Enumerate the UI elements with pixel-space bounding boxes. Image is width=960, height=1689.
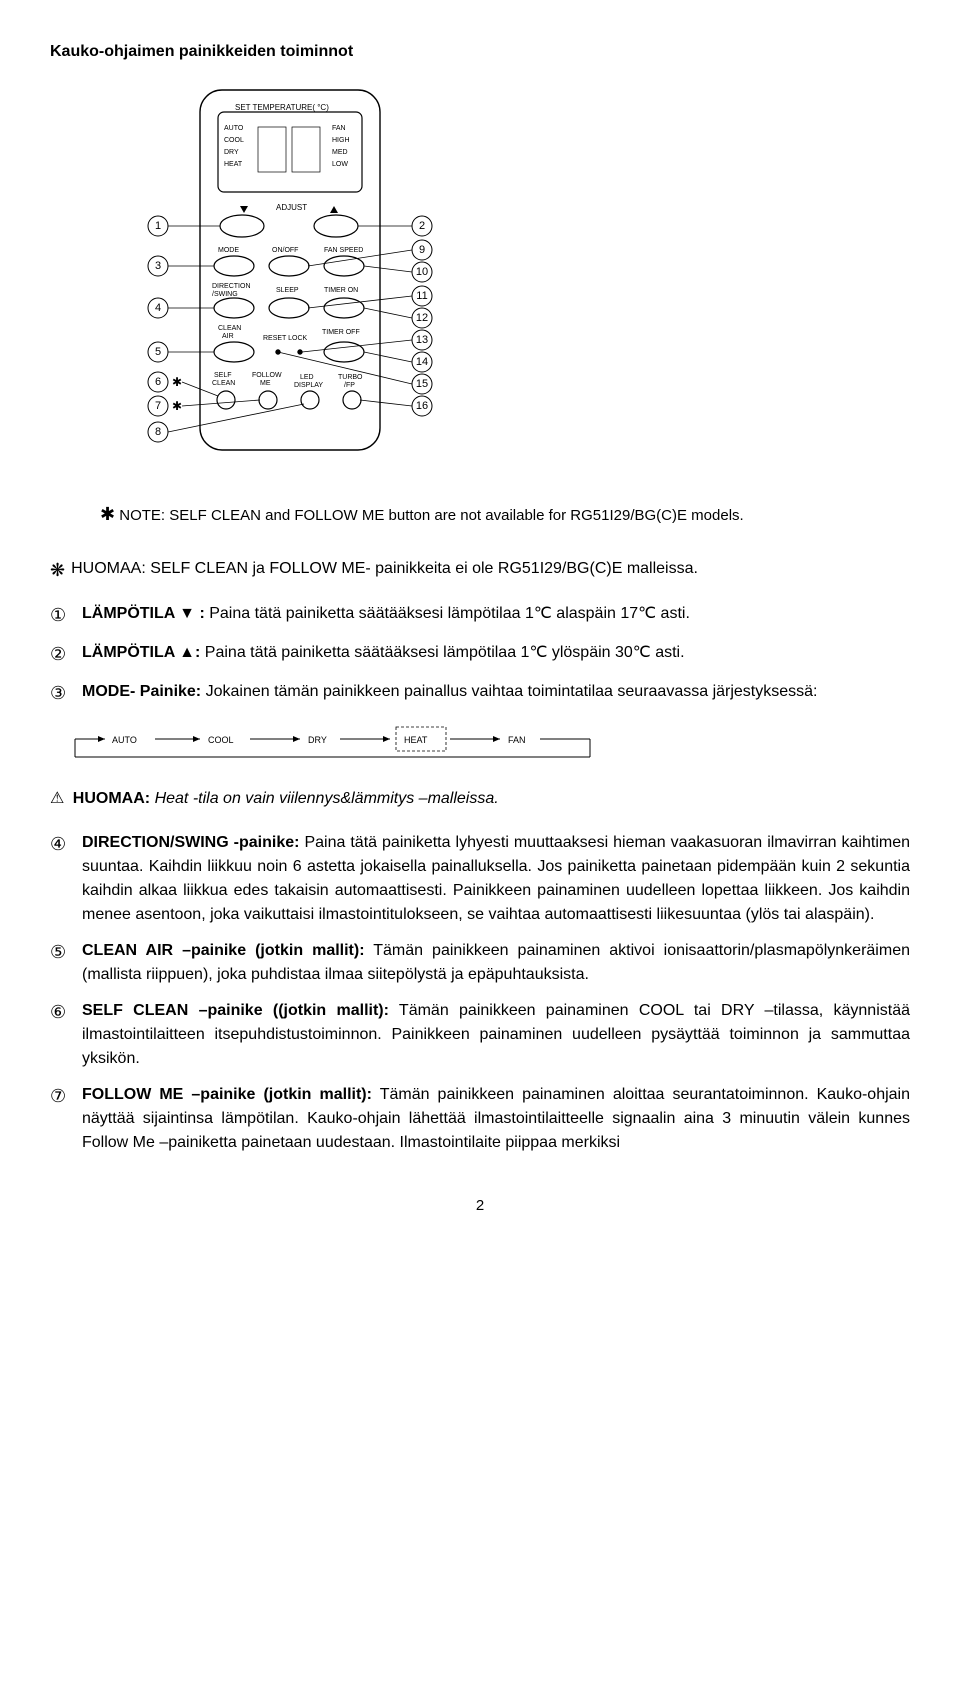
svg-text:COOL: COOL (224, 137, 244, 144)
remote-english-note: ✱ NOTE: SELF CLEAN and FOLLOW ME button … (100, 502, 910, 527)
svg-text:TIMER OFF: TIMER OFF (322, 329, 360, 336)
page-title: Kauko-ohjaimen painikkeiden toiminnot (50, 40, 910, 64)
svg-text:ME: ME (260, 380, 271, 387)
svg-text:AUTO: AUTO (224, 125, 244, 132)
svg-text:15: 15 (416, 378, 428, 390)
svg-text:SLEEP: SLEEP (276, 287, 299, 294)
screen-header-label: SET TEMPERATURE( °C) (235, 103, 329, 112)
svg-text:10: 10 (416, 266, 428, 278)
svg-text:8: 8 (155, 426, 161, 438)
svg-text:DIRECTION: DIRECTION (212, 283, 251, 290)
svg-text:LOW: LOW (332, 161, 348, 168)
svg-text:FAN: FAN (508, 735, 526, 745)
svg-text:14: 14 (416, 356, 428, 368)
svg-text:✱: ✱ (172, 399, 182, 413)
svg-text:9: 9 (419, 244, 425, 256)
svg-text:ADJUST: ADJUST (276, 203, 307, 212)
svg-text:COOL: COOL (208, 735, 234, 745)
svg-text:3: 3 (155, 260, 161, 272)
svg-text:6: 6 (155, 376, 161, 388)
remote-diagram: SET TEMPERATURE( °C) AUTO COOL DRY HEAT … (50, 82, 910, 527)
svg-text:SELF: SELF (214, 372, 232, 379)
item-6: ⑥ SELF CLEAN –painike ((jotkin mallit): … (50, 999, 910, 1071)
svg-text:AIR: AIR (222, 333, 234, 340)
svg-text:FAN SPEED: FAN SPEED (324, 247, 363, 254)
svg-text:5: 5 (155, 346, 161, 358)
svg-text:DRY: DRY (224, 149, 239, 156)
svg-text:RESET LOCK: RESET LOCK (263, 335, 308, 342)
flower-icon: ❋ (50, 557, 65, 584)
huomaa-models-note: ❋ HUOMAA: SELF CLEAN ja FOLLOW ME- paini… (50, 557, 910, 584)
svg-text:TIMER ON: TIMER ON (324, 287, 358, 294)
svg-text:CLEAN: CLEAN (212, 380, 235, 387)
item-7: ⑦ FOLLOW ME –painike (jotkin mallit): Tä… (50, 1083, 910, 1155)
page-number: 2 (50, 1195, 910, 1218)
item-2: ② LÄMPÖTILA ▲: Paina tätä painiketta sää… (50, 641, 910, 668)
svg-text:AUTO: AUTO (112, 735, 137, 745)
svg-text:12: 12 (416, 312, 428, 324)
svg-text:✱: ✱ (172, 375, 182, 389)
svg-text:DRY: DRY (308, 735, 327, 745)
item-5: ⑤ CLEAN AIR –painike (jotkin mallit): Tä… (50, 939, 910, 987)
item-1: ① LÄMPÖTILA ▼ : Paina tätä painiketta sä… (50, 602, 910, 629)
svg-text:MED: MED (332, 149, 348, 156)
svg-text:/SWING: /SWING (212, 291, 238, 298)
svg-text:1: 1 (155, 220, 161, 232)
svg-text:FOLLOW: FOLLOW (252, 372, 282, 379)
item-4: ④ DIRECTION/SWING -painike: Paina tätä p… (50, 831, 910, 927)
svg-text:ON/OFF: ON/OFF (272, 247, 298, 254)
svg-text:FAN: FAN (332, 125, 346, 132)
svg-text:HIGH: HIGH (332, 137, 350, 144)
svg-text:11: 11 (416, 290, 427, 302)
heat-note: ⚠ HUOMAA: Heat -tila on vain viilennys&l… (50, 787, 910, 811)
svg-text:MODE: MODE (218, 247, 239, 254)
warning-icon: ⚠ (50, 787, 64, 811)
svg-text:CLEAN: CLEAN (218, 325, 241, 332)
svg-text:16: 16 (416, 400, 428, 412)
svg-text:TURBO: TURBO (338, 374, 363, 381)
item-3: ③ MODE- Painike: Jokainen tämän painikke… (50, 680, 910, 707)
svg-text:HEAT: HEAT (224, 161, 243, 168)
svg-text:HEAT: HEAT (404, 735, 428, 745)
svg-text:4: 4 (155, 302, 161, 314)
svg-text:2: 2 (419, 220, 425, 232)
svg-text:7: 7 (155, 400, 161, 412)
svg-text:/FP: /FP (344, 382, 355, 389)
svg-text:13: 13 (416, 334, 428, 346)
mode-sequence-diagram: AUTO COOL DRY HEAT FAN (50, 719, 910, 767)
svg-text:LED: LED (300, 374, 314, 381)
svg-text:DISPLAY: DISPLAY (294, 382, 323, 389)
